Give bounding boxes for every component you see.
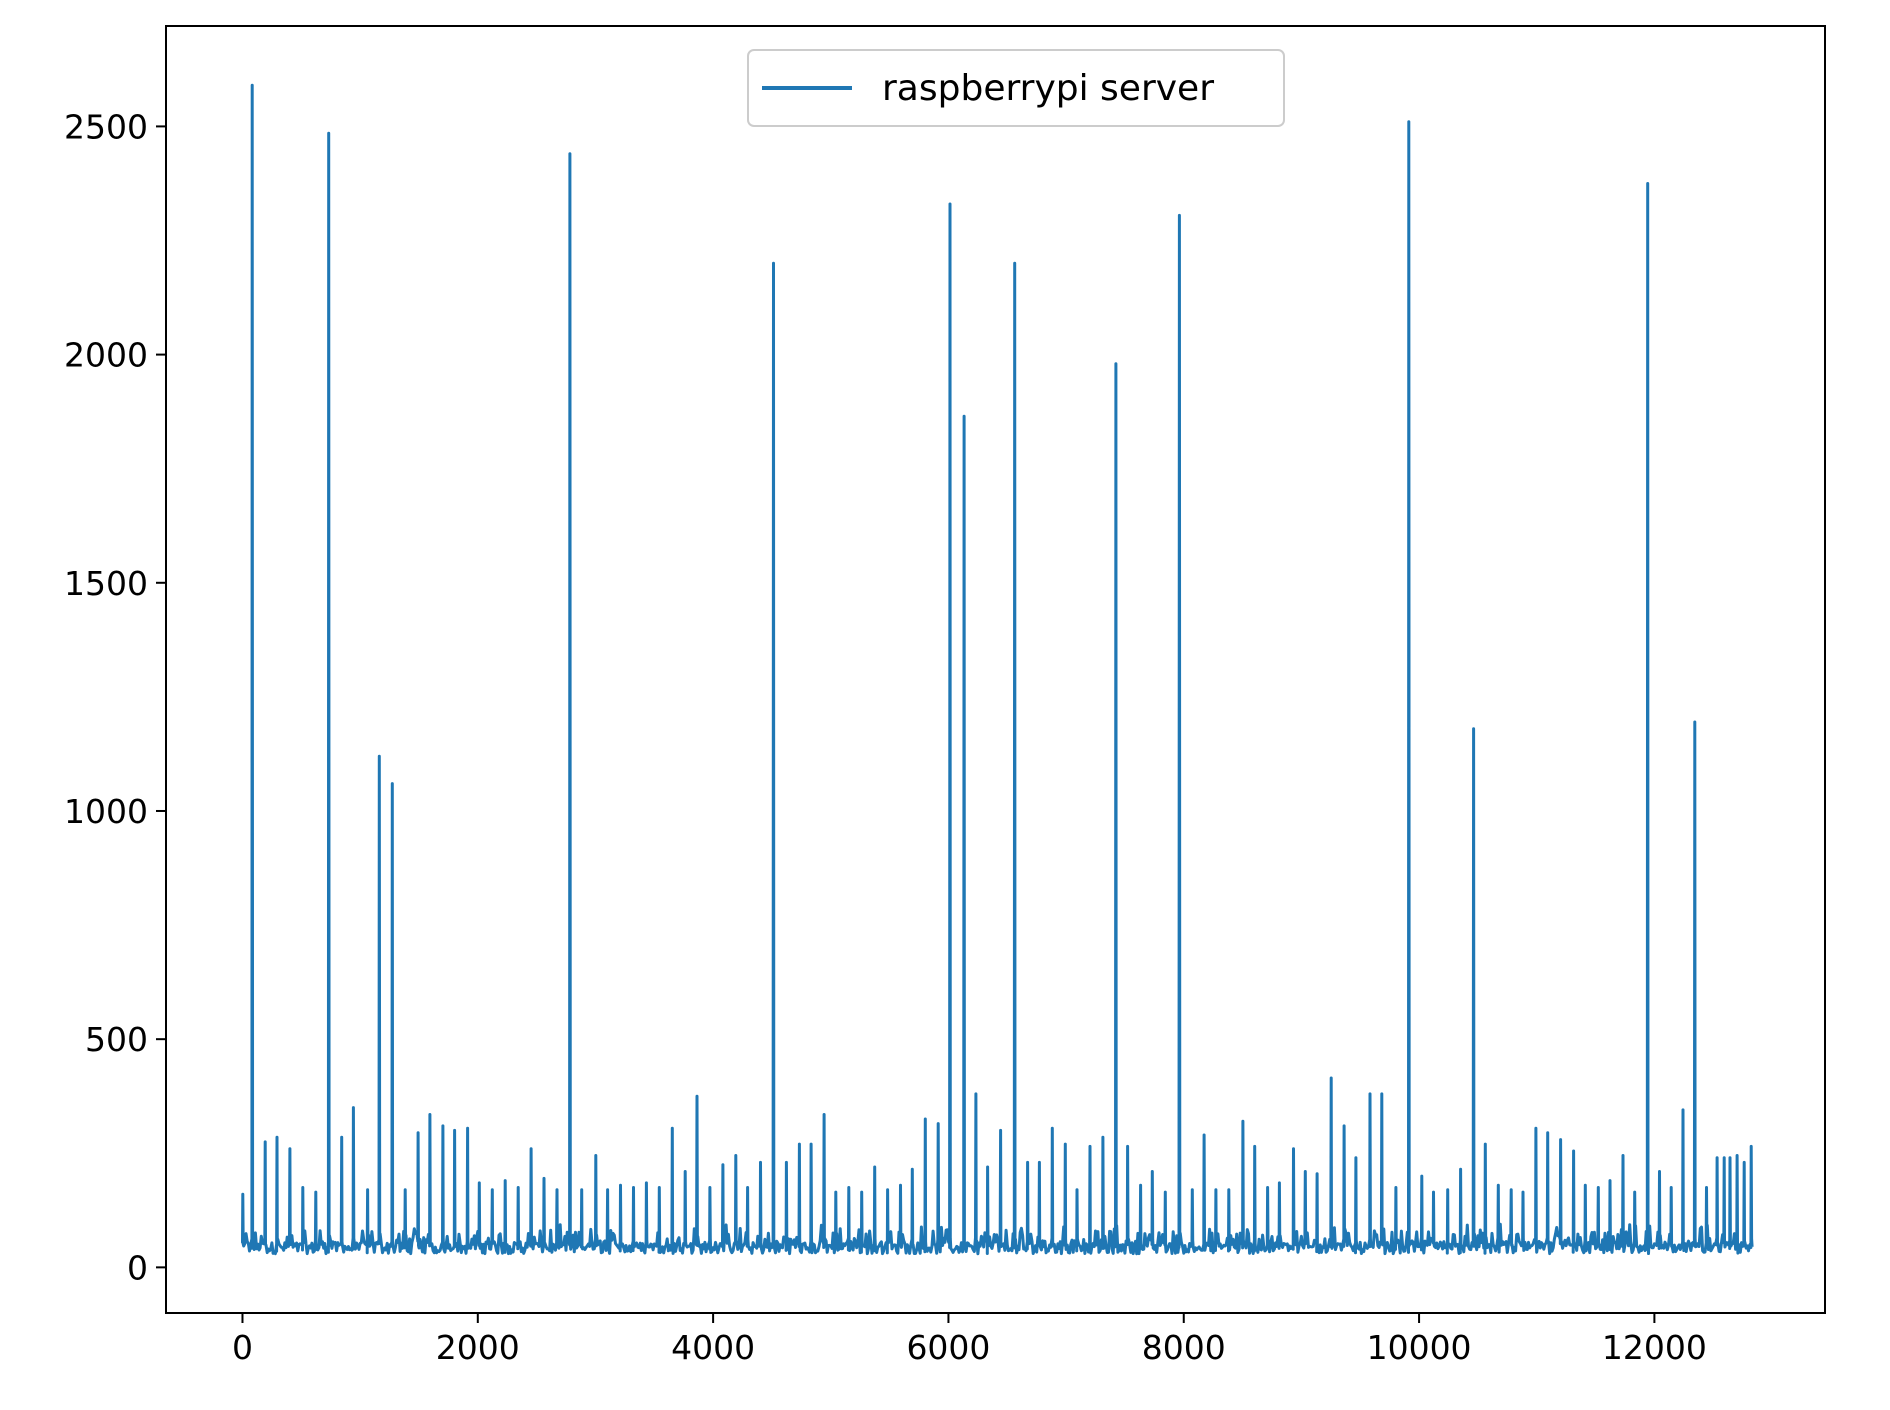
x-tick-label: 10000 [1367,1328,1472,1367]
y-tick-label: 1500 [64,564,148,603]
y-tick-label: 2000 [64,336,148,375]
y-tick-label: 1000 [64,792,148,831]
y-tick-label: 500 [85,1020,148,1059]
x-tick-label: 6000 [906,1328,990,1367]
legend-label-raspberrypi-server: raspberrypi server [882,68,1214,109]
y-axis-ticks: 0 500 1000 1500 2000 2500 [64,107,166,1287]
x-tick-label: 0 [232,1328,253,1367]
x-tick-label: 2000 [436,1328,520,1367]
x-axis-ticks: 0 2000 4000 6000 8000 10000 12000 [232,1313,1707,1367]
plot-area-frame [165,25,1826,1314]
x-tick-label: 4000 [671,1328,755,1367]
legend: raspberrypi server [747,49,1285,127]
x-tick-label: 12000 [1602,1328,1707,1367]
y-tick-label: 2500 [64,107,148,146]
series-line-raspberrypi-server [241,83,1754,1256]
series-layer [241,83,1754,1256]
x-tick-label: 8000 [1142,1328,1226,1367]
legend-box [747,49,1285,127]
y-tick-label: 0 [127,1248,148,1287]
